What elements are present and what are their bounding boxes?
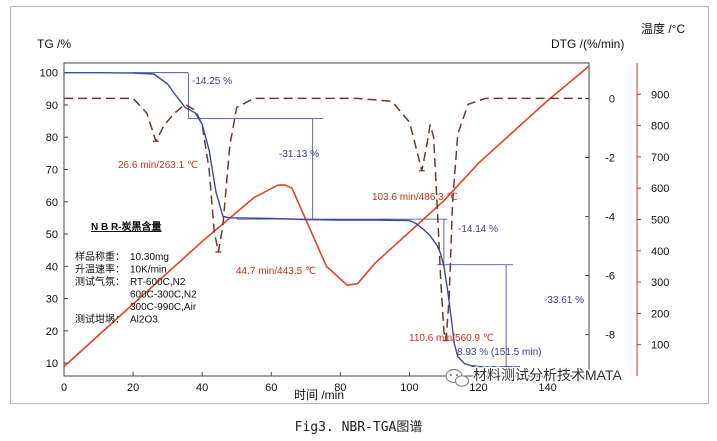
tg-tick-label: 10 — [46, 358, 58, 370]
sample-panel-value: 10K/min — [130, 265, 167, 276]
x-tick-label: 40 — [196, 382, 208, 394]
temperature-series-line — [63, 65, 590, 368]
temperature-tick-label: 400 — [651, 246, 669, 258]
tg-tick-label: 30 — [46, 294, 58, 306]
sample-info-panel: N B R-炭黑含量 样品称重： 10.30mg 升温速率： 10K/min 测试气氛：… — [75, 220, 197, 326]
sample-panel-label: 测试气氛： — [75, 275, 125, 288]
x-axis-title: 时间 /min — [294, 388, 344, 402]
figure-caption: Fig3. NBR-TGA图谱 — [294, 420, 423, 435]
tg-tick-label: 50 — [46, 229, 58, 241]
sample-panel-value: 600C-300C,N2 — [130, 290, 197, 301]
annotation-peak3: 103.6 min/486.3 ℃ — [372, 192, 458, 203]
temperature-tick-label: 200 — [651, 308, 669, 320]
x-tick-label: 60 — [265, 382, 277, 394]
temperature-tick-label: 600 — [651, 183, 669, 195]
dtg-tick-label: -2 — [605, 152, 615, 164]
annotation-tg-step4: -33.61 % — [544, 295, 584, 306]
watermark-text: 材料测试分析技术MATA — [473, 367, 622, 383]
tg-tick-label: 80 — [46, 132, 58, 144]
dtg-tick-label: -8 — [605, 330, 615, 342]
tg-tick-label: 90 — [46, 100, 58, 112]
x-tick-label: 120 — [469, 382, 487, 394]
sample-panel-value: Al2O3 — [130, 315, 158, 326]
tg-tick-label: 60 — [46, 197, 58, 209]
x-tick-label: 140 — [538, 382, 556, 394]
sample-panel-value: RT-600C,N2 — [130, 277, 186, 288]
sample-panel-label: 样品称重： — [75, 250, 125, 263]
annotation-tg-step3: -14.14 % — [458, 224, 498, 235]
temperature-tick-label: 900 — [651, 89, 669, 101]
tga-chart: TG /% DTG /(%/min) 温度 /°C 时间 /min 0 20 40 6… — [37, 21, 685, 402]
temperature-axis-title: 温度 /°C — [641, 21, 685, 36]
watermark: 材料测试分析技术MATA — [445, 366, 624, 387]
dtg-tick-label: 0 — [609, 93, 615, 105]
plot-area — [63, 62, 590, 377]
sample-panel-value: 300C-990C,Air — [130, 302, 197, 313]
x-tick-label: 100 — [400, 382, 418, 394]
dtg-tick-label: -6 — [605, 271, 615, 283]
temperature-tick-label: 100 — [651, 340, 669, 352]
tg-series-line — [64, 71, 486, 368]
dtg-tick-label: -4 — [605, 212, 615, 224]
x-tick-label: 80 — [334, 382, 346, 394]
dtg-axis-title: DTG /(%/min) — [551, 37, 624, 51]
tg-axis-title: TG /% — [37, 37, 71, 51]
temperature-tick-label: 700 — [651, 152, 669, 164]
temperature-tick-label: 300 — [651, 277, 669, 289]
tg-tick-label: 100 — [40, 68, 58, 80]
annotation-tg-step1: -14.25 % — [192, 76, 232, 87]
sample-panel-label: 升温速率： — [75, 263, 125, 276]
temperature-tick-label: 800 — [651, 121, 669, 133]
annotation-tg-step2: -31.13 % — [279, 149, 319, 160]
dtg-series-line — [64, 97, 583, 342]
annotation-peak1: 26.6 min/263.1 ℃ — [118, 160, 198, 171]
tg-tick-label: 70 — [46, 164, 58, 176]
temperature-tick-label: 500 — [651, 215, 669, 227]
annotation-residue: 8.93 % (151.5 min) — [457, 347, 542, 358]
sample-panel-value: 10.30mg — [130, 252, 169, 263]
chart-frame: TG /% DTG /(%/min) 温度 /°C 时间 /min 0 20 40 6… — [10, 6, 709, 404]
x-tick-label: 20 — [127, 382, 139, 394]
wechat-icon — [445, 368, 470, 387]
sample-panel-title: N B R-炭黑含量 — [91, 220, 162, 233]
annotation-peak4: 110.6 min/560.9 ℃ — [409, 333, 494, 344]
tg-tick-label: 40 — [46, 261, 58, 273]
annotation-peak2: 44.7 min/443.5 ℃ — [236, 266, 316, 277]
x-tick-label: 0 — [61, 382, 67, 394]
tg-tick-label: 20 — [46, 326, 58, 338]
sample-panel-label: 测试坩埚： — [75, 313, 125, 326]
